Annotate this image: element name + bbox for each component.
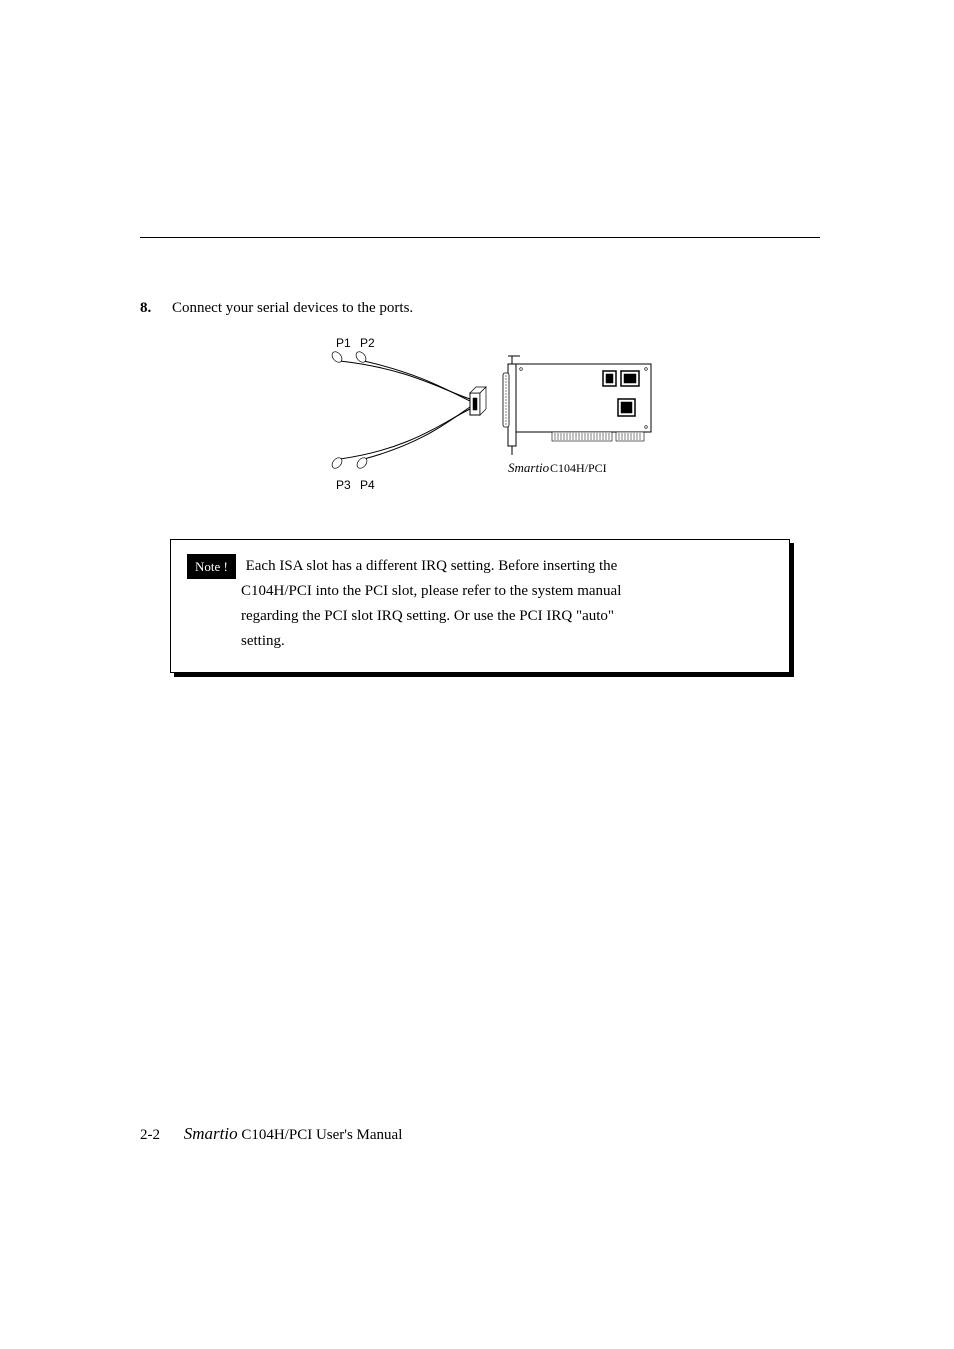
chip-1-inner — [606, 374, 613, 383]
step-row: 8. Connect your serial devices to the po… — [140, 300, 820, 317]
note-label: Note ! — [187, 554, 236, 579]
note-line-1: Note ! Each ISA slot has a different IRQ… — [187, 554, 773, 579]
cable-p2 — [364, 361, 470, 401]
cable-p3 — [340, 409, 470, 459]
label-p1: P1 — [336, 336, 351, 350]
cable-p3-tip — [330, 456, 344, 470]
footer-title: Smartio C104H/PCI User's Manual — [184, 1124, 403, 1144]
chip-2-inner — [624, 374, 636, 383]
label-p3: P3 — [336, 478, 351, 492]
cable-card-diagram: P1 P2 P3 P4 Smartio C104H/PCI — [290, 329, 670, 519]
cable-connector-inner — [473, 398, 477, 410]
label-p2: P2 — [360, 336, 375, 350]
note-line-2: C104H/PCI into the PCI slot, please refe… — [187, 579, 773, 604]
note-line-3: regarding the PCI slot IRQ setting. Or u… — [187, 604, 773, 629]
cable-p1-tip — [330, 350, 344, 364]
note-line-1-text: Each ISA slot has a different IRQ settin… — [242, 558, 617, 574]
card-label-rest: C104H/PCI — [550, 461, 607, 475]
page-body: 8. Connect your serial devices to the po… — [140, 210, 820, 673]
diagram-container: P1 P2 P3 P4 Smartio C104H/PCI — [140, 329, 820, 519]
cable-p1 — [340, 361, 470, 399]
label-p4: P4 — [360, 478, 375, 492]
step-number: 8. — [140, 300, 172, 317]
edge-connector — [552, 432, 644, 441]
step-text: Connect your serial devices to the ports… — [172, 300, 820, 317]
card-label: Smartio — [508, 460, 550, 475]
footer-title-rest: C104H/PCI User's Manual — [238, 1127, 403, 1143]
note-line-4: setting. — [187, 629, 773, 654]
footer-title-italic: Smartio — [184, 1124, 238, 1143]
page-number: 2-2 — [140, 1127, 160, 1144]
note-box: Note ! Each ISA slot has a different IRQ… — [170, 539, 790, 673]
note-container: Note ! Each ISA slot has a different IRQ… — [170, 539, 790, 673]
chip-3-inner — [621, 402, 632, 413]
cable-p2-tip — [354, 350, 368, 364]
page-footer: 2-2 Smartio C104H/PCI User's Manual — [140, 1124, 820, 1144]
